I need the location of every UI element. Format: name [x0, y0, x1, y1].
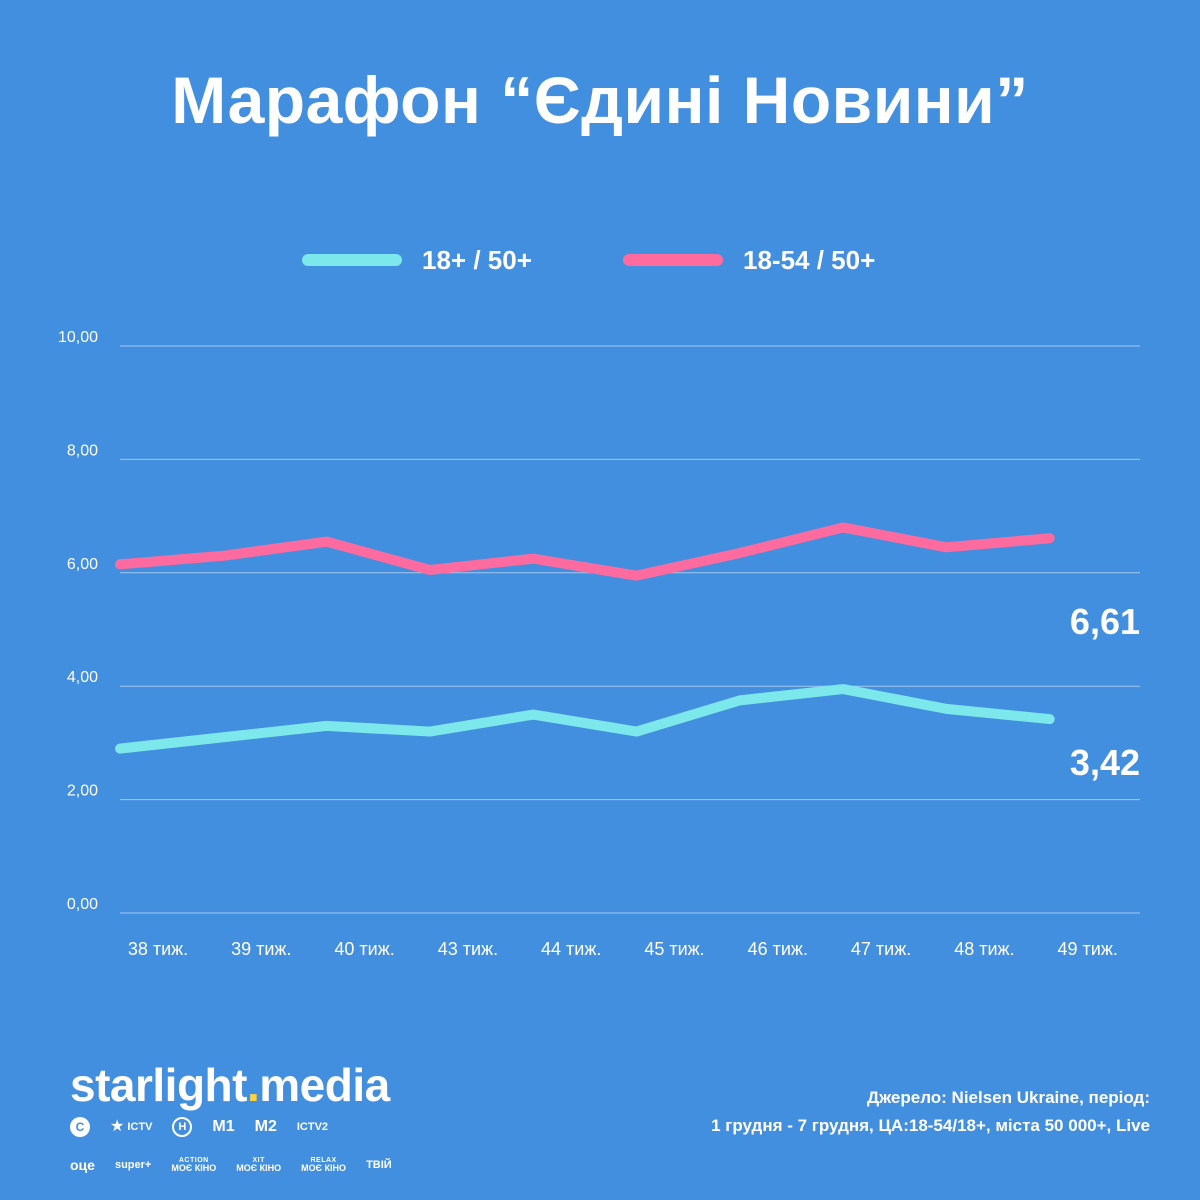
legend-swatch-series-2 [623, 254, 723, 266]
series-1-point [532, 713, 535, 716]
series-1-point [635, 730, 638, 733]
relax-kino-top: RELAX [310, 1157, 337, 1164]
m1-icon: М1 [212, 1118, 235, 1135]
x-tick-label: 45 тиж. [644, 939, 704, 959]
series-2-point [532, 557, 535, 560]
series-1-point [119, 747, 121, 750]
y-tick-label: 10,00 [58, 329, 98, 346]
star-icon: ★ [110, 1118, 125, 1135]
source-line-2: 1 грудня - 7 грудня, ЦА:18-54/18+, міста… [711, 1116, 1150, 1135]
series-2-point [635, 574, 638, 577]
series-1-end-label: 3,42 [1070, 742, 1140, 783]
series-line-1 [115, 684, 1055, 754]
legend-swatch-series-1 [302, 254, 402, 266]
series-1-point [325, 724, 328, 727]
legend-item-series-2: 18-54 / 50+ [623, 238, 875, 282]
relax-kino-icon: RELAX МОЄ КІНО [301, 1157, 346, 1173]
channel-row-2: оце super+ ACTION МОЄ КІНО ХІТ МОЄ КІНО RE… [70, 1150, 392, 1180]
ictv-logo-label: ICTV [127, 1120, 153, 1133]
series-1-point [428, 730, 431, 733]
channel-logos: С ★ ICTV Н М1 М2 ICTV2 оце super+ ACTION М… [70, 1112, 392, 1188]
page-title: Марафон “Єдині Новини” [171, 63, 1029, 137]
series-1-point [738, 699, 741, 702]
y-tick-label: 0,00 [67, 896, 98, 913]
series-2-point [428, 568, 431, 571]
x-tick-label: 47 тиж. [851, 939, 911, 959]
stb-icon: С [70, 1117, 90, 1137]
series-2-point [325, 540, 328, 543]
chart-grid [120, 345, 1140, 914]
tviy-icon: ТВІЙ [366, 1158, 392, 1171]
series-2-point [222, 554, 225, 557]
relax-kino-label: МОЄ КІНО [301, 1163, 347, 1173]
hit-kino-icon: ХІТ МОЄ КІНО [236, 1157, 281, 1173]
chart-end-labels: 3,42 6,61 [1070, 601, 1140, 783]
ictv2-icon: ICTV2 [296, 1120, 329, 1133]
superplus-icon: super+ [114, 1158, 152, 1171]
brand-name-part1: starlight [70, 1059, 247, 1111]
source-note: Джерело: Nielsen Ukraine, період: 1 груд… [711, 1084, 1150, 1140]
legend-label-series-2: 18-54 / 50+ [743, 244, 876, 275]
series-2-point [1048, 537, 1051, 540]
brand-name-part2: media [259, 1059, 390, 1111]
x-tick-label: 49 тиж. [1058, 939, 1118, 959]
hit-kino-top: ХІТ [252, 1157, 265, 1164]
hit-kino-label: МОЄ КІНО [236, 1163, 282, 1173]
x-tick-label: 44 тиж. [541, 939, 601, 959]
channel-row-1: С ★ ICTV Н М1 М2 ICTV2 [70, 1112, 390, 1142]
action-kino-icon: ACTION МОЄ КІНО [171, 1157, 216, 1173]
novyi-logo-label: Н [172, 1117, 193, 1137]
legend-label-series-1: 18+ / 50+ [422, 244, 532, 275]
y-tick-label: 8,00 [67, 442, 98, 459]
y-tick-label: 6,00 [67, 556, 98, 573]
x-tick-label: 39 тиж. [231, 939, 291, 959]
y-tick-label: 2,00 [67, 783, 98, 800]
chart-series [115, 522, 1055, 754]
x-tick-label: 38 тиж. [128, 939, 188, 959]
y-tick-label: 4,00 [67, 669, 98, 686]
source-line-1: Джерело: Nielsen Ukraine, період: [866, 1088, 1150, 1107]
x-axis-ticks: 38 тиж. 39 тиж. 40 тиж. 43 тиж. 44 тиж. 45 ти… [128, 939, 1118, 959]
line-chart: 0,00 2,00 4,00 6,00 8,00 10,00 38 тиж. 39 тиж.… [58, 329, 1140, 959]
oce-icon: оце [70, 1157, 95, 1173]
series-line-2 [115, 522, 1055, 581]
y-axis-ticks: 0,00 2,00 4,00 6,00 8,00 10,00 [58, 329, 98, 913]
series-1-point [945, 707, 948, 710]
legend-item-series-1: 18+ / 50+ [302, 238, 532, 282]
brand-dot: . [246, 1059, 260, 1111]
stb-logo-label: С [70, 1117, 90, 1137]
series-1-point [842, 688, 845, 691]
chart-legend: 18+ / 50+ 18-54 / 50+ [0, 238, 1200, 282]
x-tick-label: 48 тиж. [954, 939, 1014, 959]
series-2-point [119, 563, 121, 566]
ictv-icon: ★ ICTV [110, 1119, 152, 1135]
x-tick-label: 40 тиж. [334, 939, 394, 959]
series-1-point [1048, 718, 1051, 721]
x-tick-label: 46 тиж. [748, 939, 808, 959]
series-2-point [945, 546, 948, 549]
series-2-point [842, 526, 845, 529]
action-kino-label: МОЄ КІНО [171, 1163, 217, 1173]
series-1-point [222, 736, 225, 739]
action-kino-top: ACTION [178, 1157, 209, 1164]
m2-icon: М2 [254, 1118, 277, 1135]
brand-logo: starlight.media [70, 1058, 390, 1112]
series-2-point [738, 551, 741, 554]
x-tick-label: 43 тиж. [438, 939, 498, 959]
novyi-icon: Н [172, 1117, 193, 1137]
series-2-end-label: 6,61 [1070, 601, 1140, 642]
